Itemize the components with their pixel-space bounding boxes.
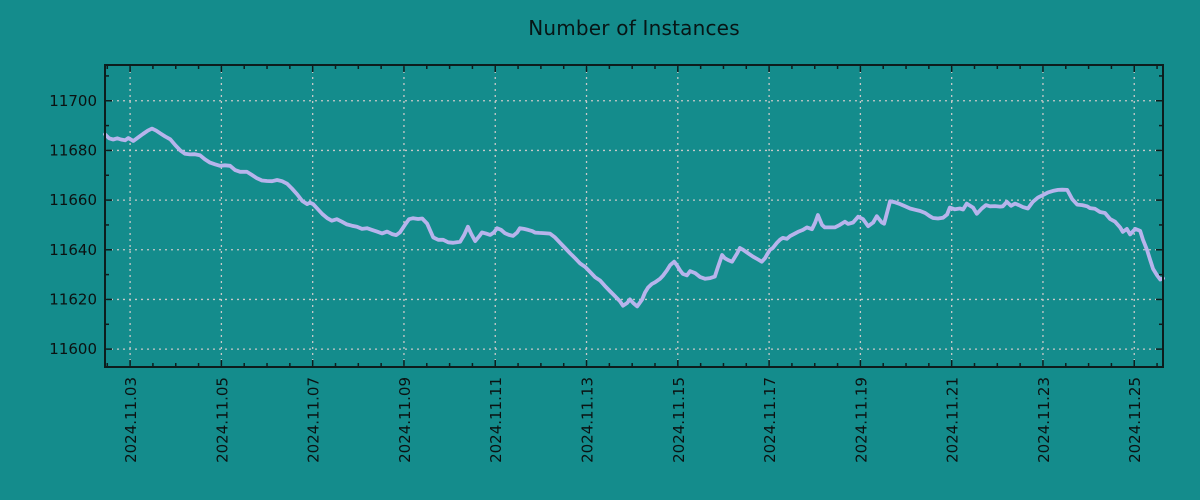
- x-tick-label: 2024.11.23: [1035, 377, 1053, 463]
- axis-ticks: [105, 65, 1163, 367]
- y-tick-label: 11680: [49, 141, 97, 159]
- x-tick-label: 2024.11.07: [305, 377, 323, 463]
- y-tick-label: 11640: [49, 241, 97, 259]
- y-tick-label: 11600: [49, 340, 97, 358]
- x-tick-label: 2024.11.03: [122, 377, 140, 463]
- x-tick-label: 2024.11.11: [487, 377, 505, 463]
- instances-series-line: [103, 126, 1165, 309]
- x-tick-label: 2024.11.09: [396, 377, 414, 463]
- y-tick-labels: 11600 11620 11640 11660 11680 11700: [49, 92, 97, 358]
- x-gridlines: [129, 65, 1135, 367]
- x-tick-label: 2024.11.19: [852, 377, 870, 463]
- x-tick-label: 2024.11.17: [761, 377, 779, 463]
- chart-title: Number of Instances: [528, 16, 740, 40]
- x-tick-label: 2024.11.13: [579, 377, 597, 463]
- x-tick-label: 2024.11.25: [1126, 377, 1144, 463]
- plot-border: [104, 64, 1164, 368]
- y-gridlines: [105, 100, 1163, 350]
- series-line: [103, 126, 1165, 309]
- x-tick-label: 2024.11.15: [670, 377, 688, 463]
- x-tick-label: 2024.11.21: [944, 377, 962, 463]
- x-tick-labels: 2024.11.03 2024.11.05 2024.11.07 2024.11.09…: [122, 377, 1144, 463]
- y-tick-label: 11620: [49, 290, 97, 308]
- y-tick-label: 11660: [49, 191, 97, 209]
- y-tick-label: 11700: [49, 92, 97, 110]
- x-tick-label: 2024.11.05: [213, 377, 231, 463]
